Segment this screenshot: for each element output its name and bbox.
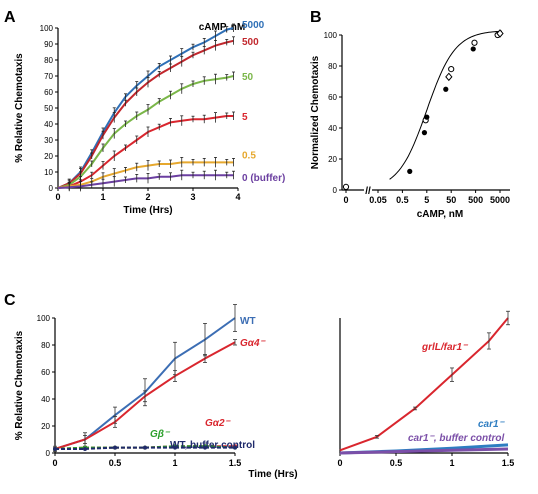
y-tick-label: 20 [328,155,337,164]
y-tick-label: 100 [37,314,51,323]
panel-c-right-chart: 0 0.5 1 1.5 grlL/far1⁻ car1⁻ car1⁻, buffer con… [337,310,515,468]
data-point [471,39,478,46]
data-point [342,183,350,190]
y-tick-label: 100 [40,24,54,33]
legend-label-g: Gβ⁻ [150,429,171,440]
x-tick-label: 1 [449,458,454,468]
x-axis-label: Time (Hrs) [123,205,172,216]
legend-label-500: 500 [242,37,259,48]
series-line-5 [57,115,234,189]
legend-label-5000: 5000 [242,20,265,31]
panel-a-chart: 0 10 20 30 40 50 60 70 80 90 100 0 1 2 3 4 Time (Hrs) % R… [14,20,285,216]
y-tick-label: 60 [328,93,337,102]
x-tick-label: 1.5 [229,458,242,468]
legend-label-50: 50 [242,72,254,83]
y-axis-label: Normalized Chemotaxis [310,55,321,169]
y-tick-label: 100 [324,31,338,40]
y-tick-label: 40 [41,395,50,404]
y-tick-label: 90 [44,40,53,49]
x-tick-label: 0 [343,195,348,205]
legend-label-wt: WT [240,316,256,327]
x-tick-label: 4 [235,192,240,202]
y-tick-label: 10 [44,168,53,177]
data-point [407,168,413,174]
legend-label-wt-buffer-control: WT, buffer control [170,440,255,451]
x-tick-label: 50 [446,195,456,205]
y-tick-label: 20 [41,422,50,431]
y-tick-label: 0 [46,449,51,458]
x-axis-label: cAMP, nM [417,209,464,220]
data-point [203,445,207,450]
y-tick-label: 50 [44,104,53,113]
x-tick-label: 1 [172,458,177,468]
data-point [421,130,428,136]
y-tick-label: 60 [41,368,50,377]
x-tick-label: 1.5 [502,458,515,468]
series-line-5000 [57,27,234,189]
data-point [470,46,476,52]
legend-label-0-buffer: 0 (buffer) [242,173,285,184]
y-tick-label: 40 [44,120,53,129]
data-point [53,446,57,451]
y-tick-label: 80 [44,56,53,65]
legend-label-g-2: Gα2⁻ [205,418,232,429]
y-tick-label: 0 [333,186,338,195]
series-line-50 [57,75,234,189]
legend-label-0-5: 0.5 [242,150,256,161]
legend-label-grll-far1: grlL/far1⁻ [421,342,469,353]
panel-label-a: A [4,9,16,26]
data-point [424,114,430,120]
y-axis-label: % Relative Chemotaxis [14,330,25,440]
x-tick-label: 5000 [490,195,510,205]
data-point [83,446,87,451]
series-line-grll-far1 [339,317,509,452]
y-tick-label: 20 [44,152,53,161]
axis-break: // [365,186,371,197]
data-point [448,66,455,73]
fit-curve [389,30,502,180]
x-tick-label: 3 [190,192,195,202]
data-point [233,445,237,450]
data-point [445,72,453,82]
data-point [113,445,117,450]
y-tick-label: 40 [328,124,337,133]
data-point [443,86,449,92]
x-tick-label: 0.5 [396,195,409,205]
x-tick-label: 0 [52,458,57,468]
data-point [496,29,504,38]
x-tick-label: 5 [424,195,429,205]
x-tick-label: 0.05 [369,195,387,205]
y-tick-label: 30 [44,136,53,145]
x-tick-label: 0.5 [390,458,403,468]
y-tick-label: 60 [44,88,53,97]
x-tick-label: 0 [337,458,342,468]
panel-b-chart: // 0 20 40 60 80 100 0 0.05 0.5 5 50 500 5000 cAMP, nM… [310,29,510,220]
y-tick-label: 70 [44,72,53,81]
x-axis-label: Time (Hrs) [248,469,297,480]
y-axis-label: % Relative Chemotaxis [14,53,25,163]
legend-label-5: 5 [242,112,248,123]
y-tick-label: 0 [49,184,54,193]
legend-title: cAMP, nM [199,22,246,33]
y-tick-label: 80 [328,62,337,71]
x-tick-label: 2 [145,192,150,202]
series-line-car1-buffer-control [339,447,509,455]
panel-label-b: B [310,9,322,26]
x-tick-label: 1 [100,192,105,202]
legend-label-g-4: Gα4⁻ [240,338,267,349]
x-tick-label: 0.5 [109,458,122,468]
series-line-0-buffer [57,174,234,189]
legend-label-car1-buffer-control: car1⁻, buffer control [408,433,504,444]
panel-c-chart: 0 20 40 60 80 100 0 0.5 1 1.5 Time (Hrs) % Relative… [14,304,298,480]
panel-label-c: C [4,292,16,309]
data-point [143,445,147,450]
x-tick-label: 500 [468,195,483,205]
data-point [173,445,177,450]
legend-label-car1: car1⁻ [478,419,506,430]
x-tick-label: 0 [55,192,60,202]
y-tick-label: 80 [41,341,50,350]
